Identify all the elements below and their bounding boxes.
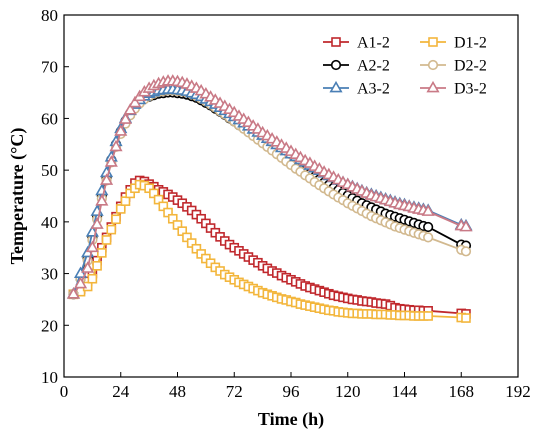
x-tick-label: 24	[112, 382, 130, 401]
data-point	[81, 261, 95, 273]
data-point	[104, 155, 118, 167]
data-point	[92, 261, 102, 271]
y-tick-label: 20	[41, 316, 58, 335]
y-tick-label: 60	[41, 109, 58, 128]
y-tick-label: 40	[41, 213, 58, 232]
data-point	[114, 124, 128, 136]
data-point	[111, 214, 121, 225]
data-point	[459, 219, 473, 232]
ticks-layer: 0 24 48 72 96 120 144 168 192 10 20 30 40 50 60 70 80	[41, 6, 531, 401]
legend: A1-2 A2-2 A3-2 D1-2 D2-2 D3-2	[323, 35, 487, 98]
x-tick-label: 96	[283, 382, 300, 401]
legend-item-a1-2: A1-2	[323, 35, 390, 52]
x-tick-label: 144	[392, 382, 418, 401]
y-tick-label: 30	[41, 265, 58, 284]
data-point	[101, 235, 112, 245]
data-point	[461, 313, 471, 323]
x-axis-title: Time (h)	[258, 409, 324, 430]
data-point	[90, 217, 104, 229]
legend-marker	[426, 80, 440, 93]
data-point	[73, 276, 88, 289]
data-point	[66, 287, 81, 299]
x-tick-label: 192	[505, 382, 531, 401]
x-tick-label: 0	[60, 382, 69, 401]
legend-item-d1-2: D1-2	[420, 35, 487, 52]
data-point	[423, 221, 434, 233]
legend-label: A1-2	[357, 35, 390, 52]
data-point	[128, 95, 142, 108]
legend-label: D2-2	[454, 58, 487, 75]
legend-label: D3-2	[454, 81, 487, 98]
legend-marker	[331, 37, 341, 47]
data-point	[106, 224, 117, 235]
legend-label: A2-2	[357, 58, 390, 75]
x-tick-label: 48	[169, 382, 186, 401]
legend-item-d2-2: D2-2	[420, 58, 487, 75]
y-tick-label: 50	[41, 161, 58, 180]
data-point	[97, 248, 107, 258]
data-point	[118, 112, 133, 124]
legend-label: D1-2	[454, 35, 487, 52]
legend-marker	[427, 59, 439, 71]
y-tick-label: 70	[41, 58, 58, 77]
data-point	[109, 139, 123, 152]
series-d3-2	[66, 74, 473, 299]
y-tick-label: 80	[41, 6, 58, 25]
data-point	[123, 103, 137, 115]
data-point	[85, 240, 99, 253]
data-point	[87, 273, 98, 284]
legend-item-a3-2: A3-2	[323, 81, 390, 98]
data-point	[423, 311, 433, 321]
data-point	[95, 194, 109, 206]
legend-item-a2-2: A2-2	[323, 58, 390, 75]
y-axis-title: Temperature (°C)	[7, 128, 28, 265]
data-point	[115, 204, 126, 214]
series-d1-2	[68, 179, 471, 323]
data-point	[120, 196, 131, 206]
y-tick-label: 10	[41, 368, 58, 387]
series-layer	[66, 74, 473, 323]
data-point	[99, 173, 114, 185]
data-point	[460, 246, 472, 257]
legend-label: A3-2	[357, 81, 390, 98]
legend-item-d3-2: D3-2	[420, 81, 487, 98]
x-tick-label: 168	[449, 382, 475, 401]
x-tick-label: 72	[226, 382, 243, 401]
data-point	[421, 204, 435, 216]
legend-marker	[329, 80, 343, 93]
data-point	[423, 232, 434, 243]
x-tick-label: 120	[335, 382, 361, 401]
legend-marker	[330, 59, 342, 71]
legend-marker	[428, 37, 438, 47]
